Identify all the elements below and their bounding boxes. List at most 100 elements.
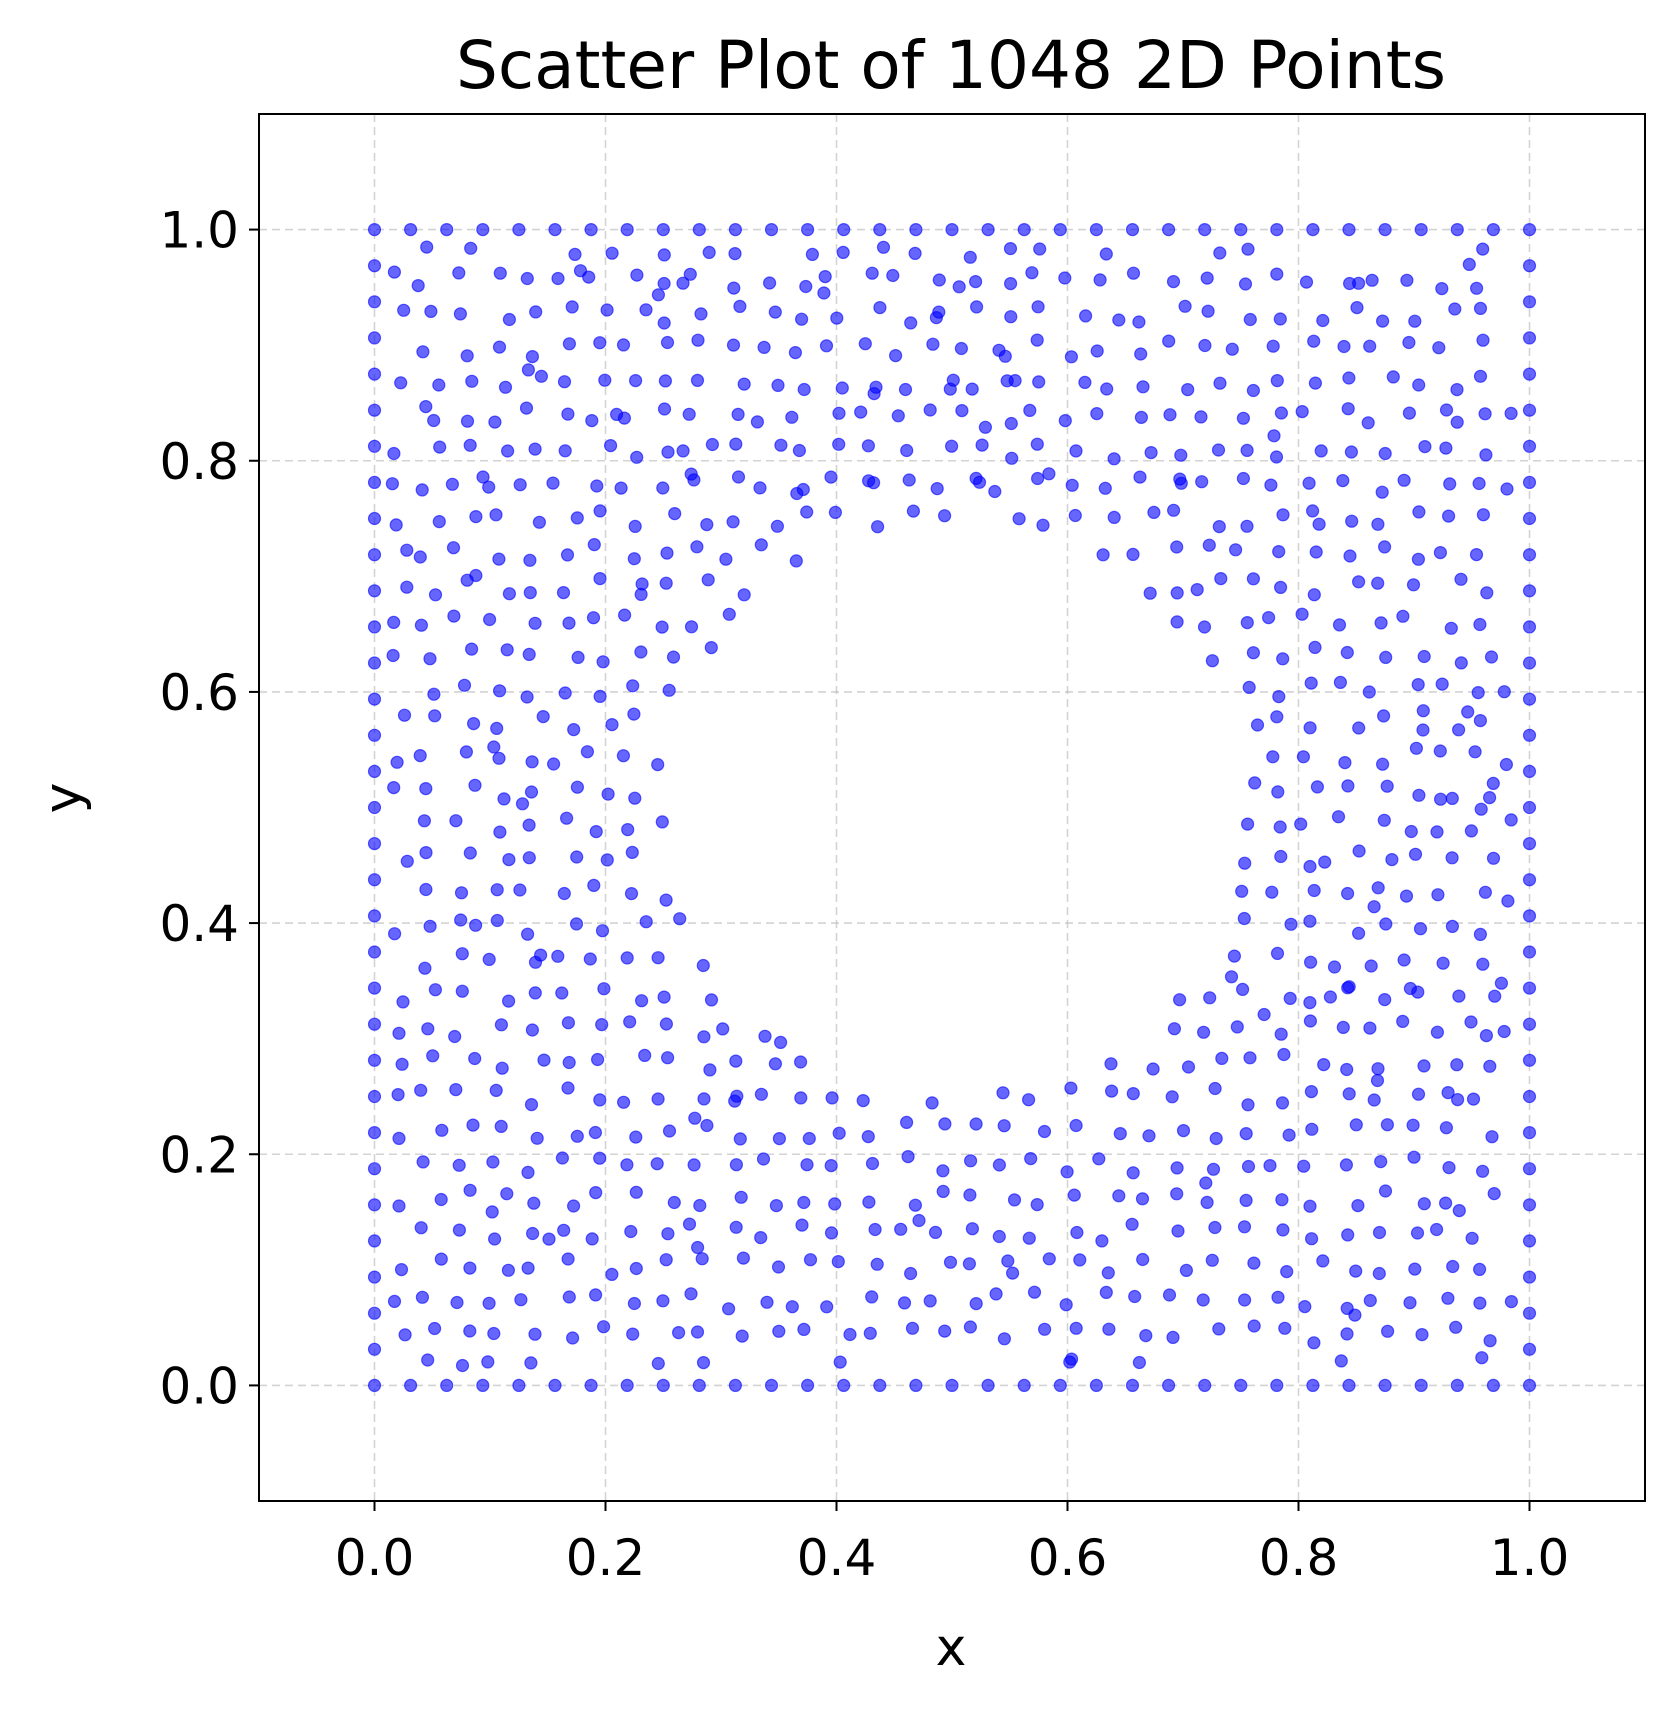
scatter-point xyxy=(440,223,454,237)
scatter-point xyxy=(1499,757,1514,772)
scatter-point xyxy=(873,223,887,237)
scatter-point xyxy=(1338,755,1352,770)
scatter-point xyxy=(502,312,516,327)
scatter-point xyxy=(398,1328,412,1342)
scatter-point xyxy=(836,245,850,259)
scatter-point xyxy=(938,1324,952,1338)
scatter-point xyxy=(596,655,610,669)
scatter-point xyxy=(658,374,673,388)
scatter-point xyxy=(1430,825,1444,839)
scatter-point xyxy=(487,1326,501,1341)
scatter-point xyxy=(1327,960,1342,974)
scatter-point xyxy=(414,1221,428,1235)
scatter-point xyxy=(367,223,382,237)
scatter-point xyxy=(392,1199,406,1213)
scatter-point xyxy=(1397,953,1411,967)
scatter-point xyxy=(1126,1086,1140,1101)
scatter-point xyxy=(1095,1234,1109,1248)
scatter-point xyxy=(1486,851,1501,865)
scatter-point xyxy=(1273,820,1287,834)
scatter-point xyxy=(651,288,666,302)
scatter-point xyxy=(1432,341,1446,355)
scatter-point xyxy=(682,1217,697,1231)
scatter-point xyxy=(1126,1166,1140,1180)
scatter-point xyxy=(662,683,676,697)
scatter-point xyxy=(1469,281,1484,295)
scatter-point xyxy=(1411,552,1426,566)
scatter-point xyxy=(1406,1118,1420,1132)
scatter-point xyxy=(433,440,447,454)
scatter-point xyxy=(546,476,560,490)
scatter-point xyxy=(1522,1017,1537,1031)
scatter-point xyxy=(1332,618,1347,632)
scatter-point xyxy=(1196,1293,1210,1307)
scatter-point xyxy=(1316,313,1330,328)
scatter-point xyxy=(1441,509,1456,523)
scatter-point xyxy=(588,1288,603,1302)
scatter-point xyxy=(454,886,469,900)
scatter-point xyxy=(367,367,382,381)
scatter-point xyxy=(469,568,483,583)
scatter-point xyxy=(488,1232,502,1246)
scatter-point xyxy=(1200,1195,1214,1210)
scatter-point xyxy=(1161,223,1176,237)
scatter-point xyxy=(771,378,785,392)
scatter-point xyxy=(1005,451,1019,465)
scatter-point xyxy=(764,1378,779,1393)
scatter-point xyxy=(460,349,474,363)
scatter-point xyxy=(1417,649,1431,664)
scatter-point xyxy=(1314,444,1328,458)
scatter-point xyxy=(1139,1328,1153,1343)
scatter-point xyxy=(616,1095,631,1109)
scatter-point xyxy=(856,1093,870,1108)
scatter-point xyxy=(1126,266,1141,280)
scatter-point xyxy=(1240,443,1254,457)
scatter-point xyxy=(1283,991,1297,1006)
scatter-point xyxy=(1162,334,1176,348)
scatter-point xyxy=(1273,580,1288,595)
scatter-point xyxy=(417,814,431,828)
x-tick-label: 0.4 xyxy=(797,1529,877,1587)
scatter-point xyxy=(533,948,548,962)
scatter-point xyxy=(1199,1176,1213,1190)
scatter-point xyxy=(1367,1093,1381,1107)
scatter-point xyxy=(963,1154,978,1168)
scatter-point xyxy=(367,656,382,670)
scatter-point xyxy=(690,373,705,387)
scatter-point xyxy=(1134,410,1149,424)
scatter-point xyxy=(469,509,483,524)
scatter-point xyxy=(367,511,382,526)
scatter-point xyxy=(1246,572,1261,586)
scatter-point xyxy=(603,439,618,453)
scatter-point xyxy=(463,438,477,452)
scatter-point xyxy=(1403,981,1418,996)
scatter-point xyxy=(566,1199,581,1213)
scatter-point xyxy=(1053,223,1067,237)
scatter-point xyxy=(1448,302,1462,316)
scatter-point xyxy=(1416,704,1430,718)
scatter-point xyxy=(989,1287,1003,1301)
scatter-point xyxy=(469,918,483,932)
scatter-point xyxy=(1403,1296,1417,1310)
scatter-point xyxy=(1235,982,1250,997)
scatter-point xyxy=(1274,1027,1288,1041)
scatter-point xyxy=(1144,446,1158,460)
scatter-point xyxy=(1099,247,1113,261)
scatter-point xyxy=(1371,1062,1385,1076)
scatter-point xyxy=(1307,883,1321,898)
scatter-point xyxy=(1473,369,1488,383)
scatter-point xyxy=(1201,304,1215,318)
scatter-point xyxy=(415,1290,429,1304)
scatter-point xyxy=(561,1081,575,1095)
scatter-point xyxy=(656,1294,670,1308)
scatter-point xyxy=(1305,1122,1319,1136)
scatter-point xyxy=(1340,886,1355,901)
scatter-point xyxy=(666,650,681,664)
scatter-point xyxy=(558,444,572,458)
scatter-point xyxy=(668,506,682,521)
scatter-point xyxy=(555,986,569,1000)
scatter-point xyxy=(1362,685,1376,699)
scatter-point xyxy=(1113,1126,1127,1141)
scatter-point xyxy=(1090,344,1104,358)
scatter-point xyxy=(1522,1234,1537,1248)
